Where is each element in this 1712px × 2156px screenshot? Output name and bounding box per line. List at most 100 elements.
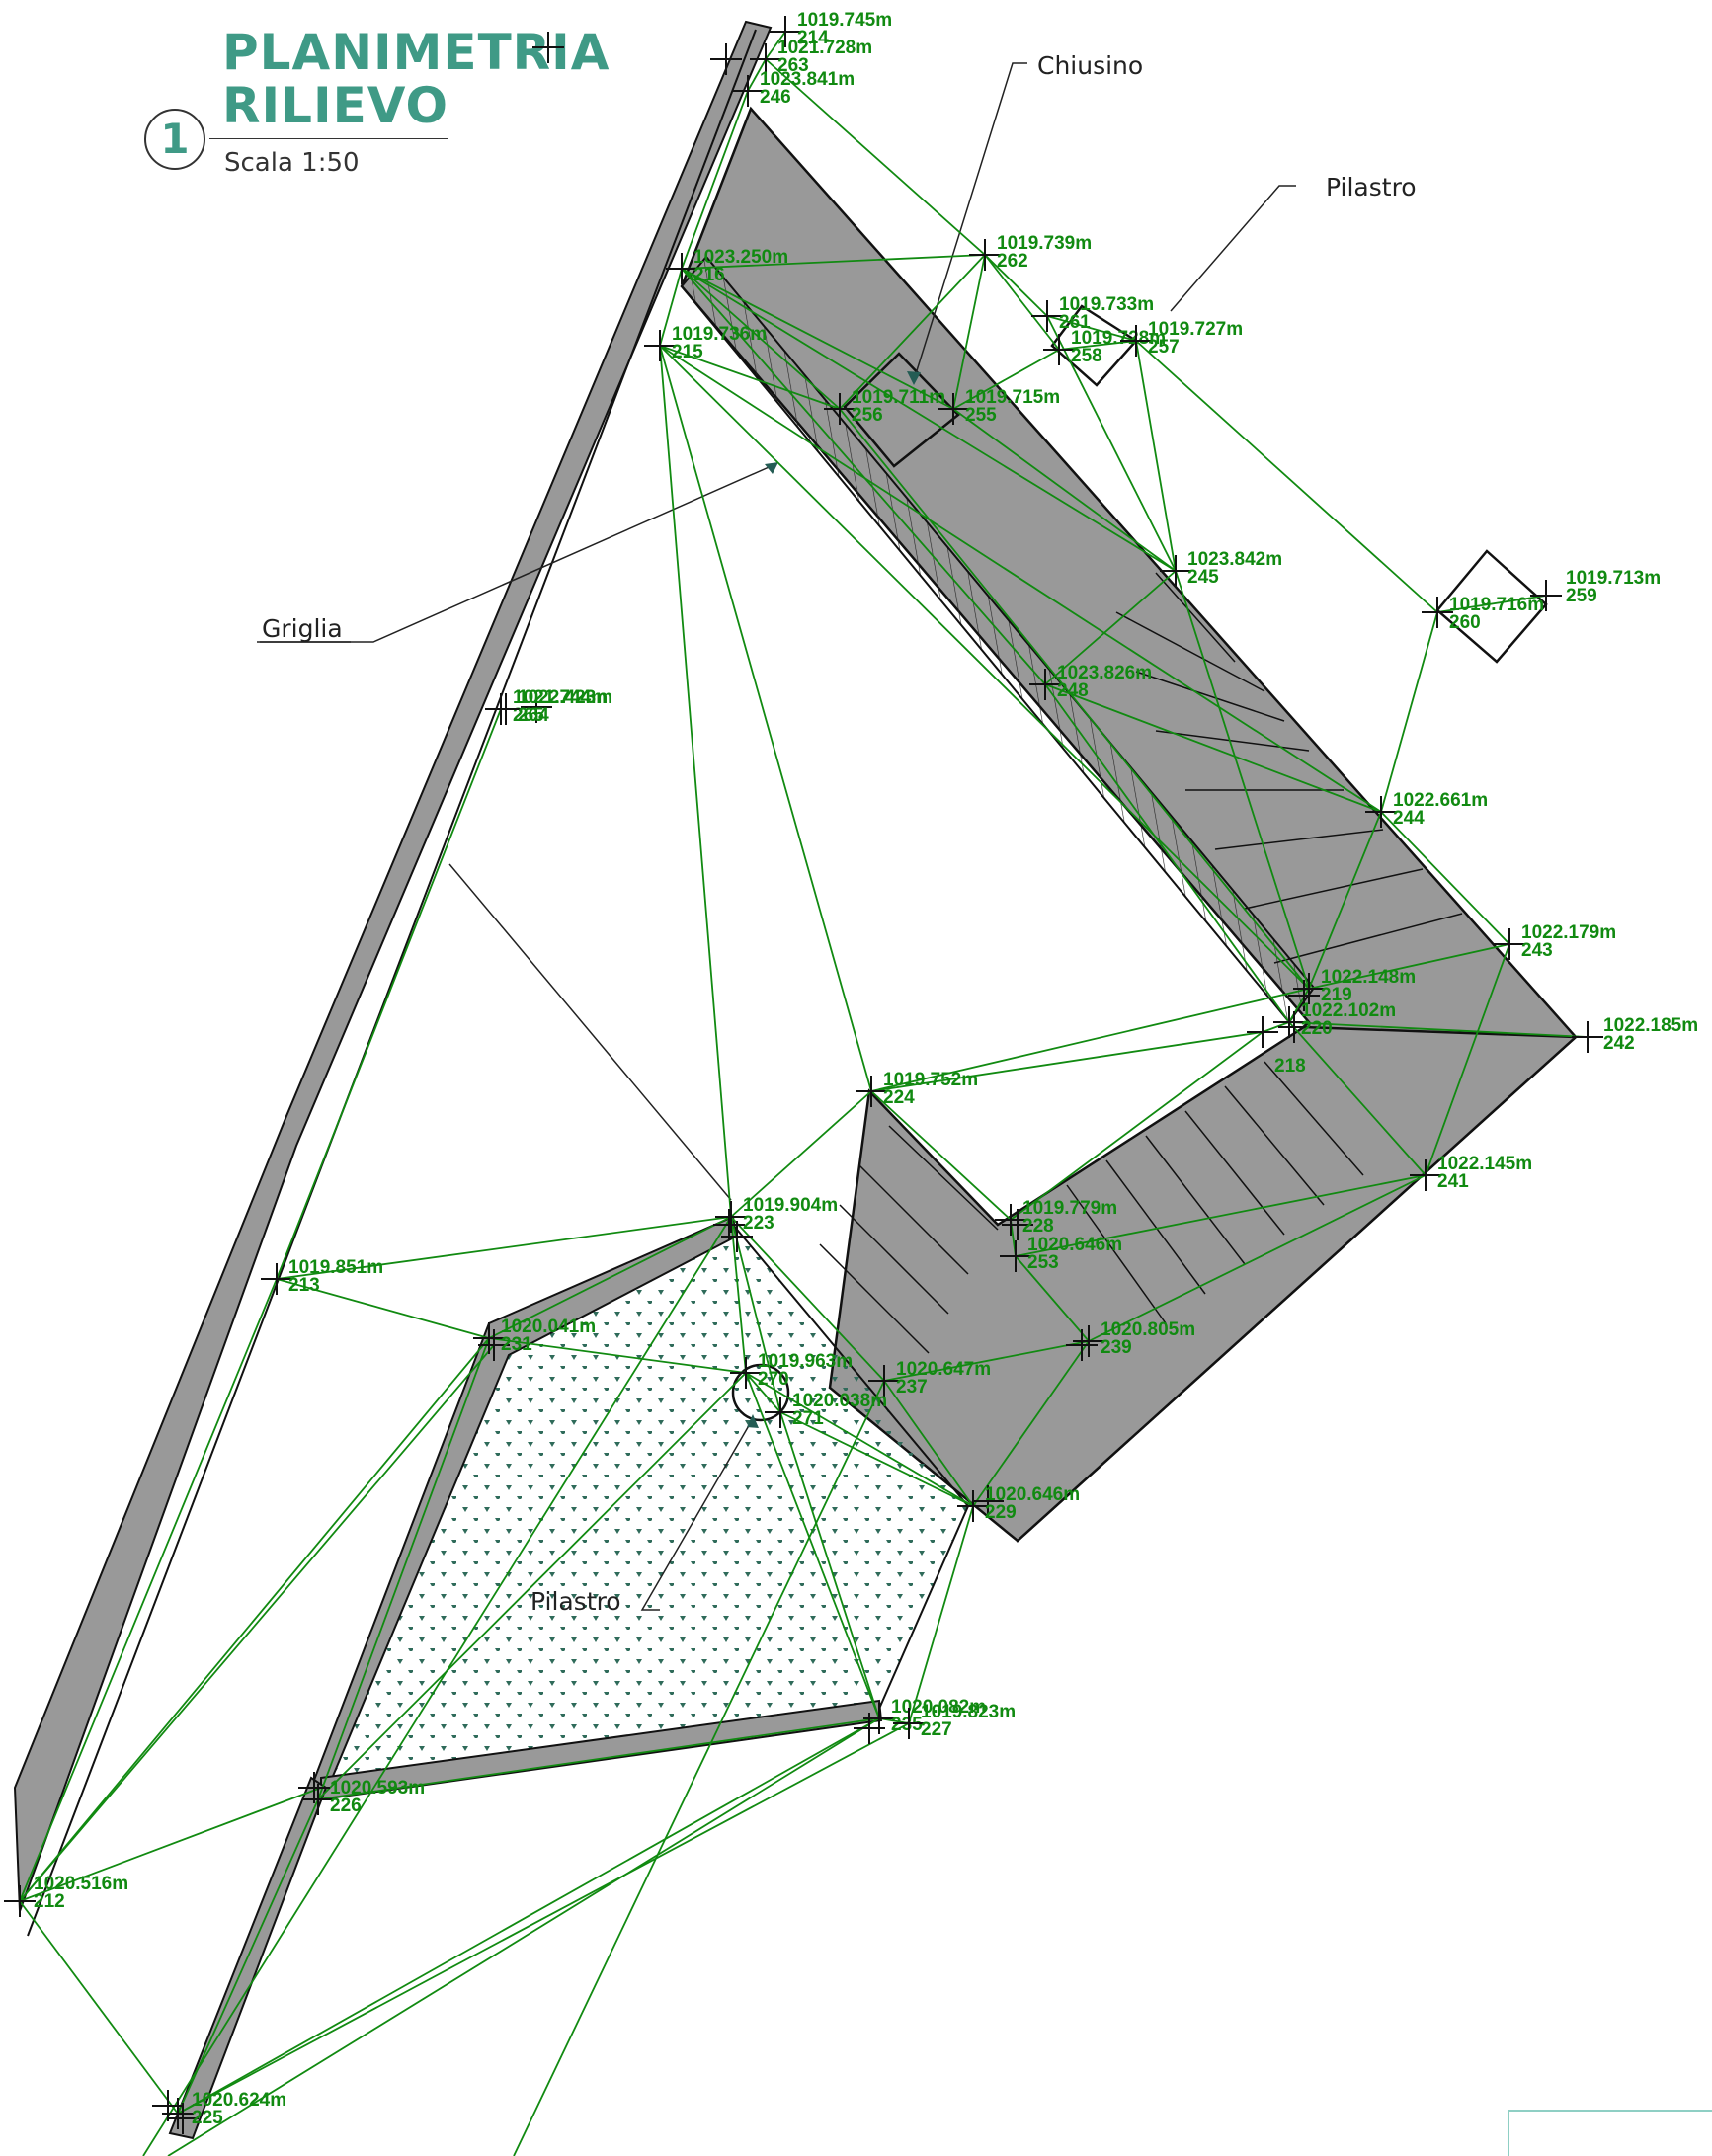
survey-line [1135, 340, 1438, 613]
point-elevation: 1019.713m [1566, 568, 1661, 589]
chiusino-manhole [843, 352, 960, 468]
survey-cross-icon [1273, 1006, 1305, 1038]
survey-cross-icon [750, 43, 781, 75]
survey-line [1046, 315, 1177, 572]
survey-line [745, 1372, 781, 1413]
survey-cross-icon [713, 1209, 745, 1240]
survey-line [681, 268, 954, 410]
point-id: 243 [1521, 940, 1553, 961]
point-id: 239 [1101, 1337, 1132, 1358]
survey-line [1288, 1021, 1427, 1176]
survey-cross-icon [770, 16, 801, 47]
survey-cross-icon [1247, 1016, 1278, 1048]
point-elevation: 1021.728m [777, 38, 872, 58]
survey-cross-icon [644, 330, 676, 361]
pilastro-arrow [747, 1414, 759, 1428]
survey-cross-icon [478, 1329, 510, 1361]
survey-cross-icon [1278, 1011, 1310, 1043]
survey-cross-icon [995, 1204, 1026, 1236]
point-elevation: 1020.593m [330, 1778, 425, 1798]
point-id: 263 [777, 55, 809, 76]
point-elevation: 1022.423m [518, 687, 612, 708]
point-elevation: 1023.841m [760, 69, 855, 90]
survey-line [488, 1337, 747, 1374]
point-id: 246 [760, 87, 791, 108]
survey-cross-icon [856, 1076, 887, 1107]
point-id: 227 [921, 1719, 952, 1740]
stair-treads-lower [819, 1061, 1364, 1354]
survey-line [839, 254, 986, 410]
survey-cross-icon [1031, 300, 1063, 332]
point-elevation: 1019.752m [883, 1070, 978, 1090]
survey-line [1046, 315, 1137, 342]
survey-line [765, 58, 986, 256]
survey-line [745, 1372, 974, 1507]
survey-line [659, 345, 1310, 990]
point-id: 244 [1393, 808, 1425, 829]
survey-line [276, 1216, 732, 1280]
point-id: 259 [1566, 586, 1597, 606]
point-elevation: 1019.727m [1148, 319, 1243, 340]
scale-label: Scala 1:50 [224, 148, 360, 178]
survey-line [19, 1337, 490, 1902]
survey-line [839, 408, 1310, 990]
survey-cross-icon [1410, 1159, 1441, 1191]
survey-cross-icon [1160, 555, 1191, 587]
frame-corner [1508, 2110, 1712, 2156]
point-id: 262 [997, 251, 1028, 272]
chiusino-arrow [907, 371, 921, 385]
survey-line [745, 1372, 880, 1719]
point-id: 261 [1059, 312, 1091, 333]
point-id: 218 [1274, 1056, 1306, 1077]
survey-cross-icon [938, 393, 969, 425]
survey-cross-icon [521, 691, 552, 723]
point-id: 219 [1321, 985, 1352, 1005]
survey-cross-icon [969, 239, 1001, 271]
point-id: 213 [288, 1275, 320, 1296]
survey-line [681, 254, 986, 270]
survey-line [177, 1717, 880, 2115]
survey-cross-icon [710, 43, 742, 75]
survey-line [883, 1380, 974, 1507]
survey-line [19, 1900, 179, 2115]
point-elevation: 1019.963m [758, 1351, 853, 1372]
point-elevation: 1020.041m [501, 1317, 596, 1337]
title-line-2: RILIEVO [222, 77, 449, 134]
survey-line [1015, 1174, 1427, 1257]
survey-cross-icon [1029, 669, 1061, 700]
survey-line [659, 268, 683, 347]
point-elevation: 1022.185m [1603, 1015, 1698, 1036]
point-id: 220 [1301, 1018, 1333, 1039]
survey-cross-icon [167, 2103, 199, 2134]
point-elevation: 1019.711m [852, 387, 945, 408]
survey-cross-icon [972, 1485, 1004, 1517]
point-id: 226 [330, 1796, 362, 1816]
drawing-number: 1 [160, 115, 190, 163]
point-elevation: 1019.851m [288, 1257, 383, 1278]
survey-line [177, 1722, 910, 2115]
survey-line [1308, 943, 1510, 990]
point-id: 225 [192, 2108, 223, 2128]
survey-line [19, 1344, 495, 1902]
survey-line [317, 1372, 747, 1800]
pilastro-square-top [1050, 304, 1138, 387]
survey-cross-icon [302, 1784, 334, 1815]
survey-line [1015, 1255, 1090, 1342]
point-id: 223 [743, 1213, 774, 1234]
survey-line [1044, 570, 1177, 685]
